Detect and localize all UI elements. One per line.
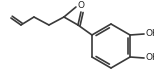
Text: O: O [77,1,84,10]
Text: OH: OH [145,29,154,38]
Text: OH: OH [145,54,154,63]
